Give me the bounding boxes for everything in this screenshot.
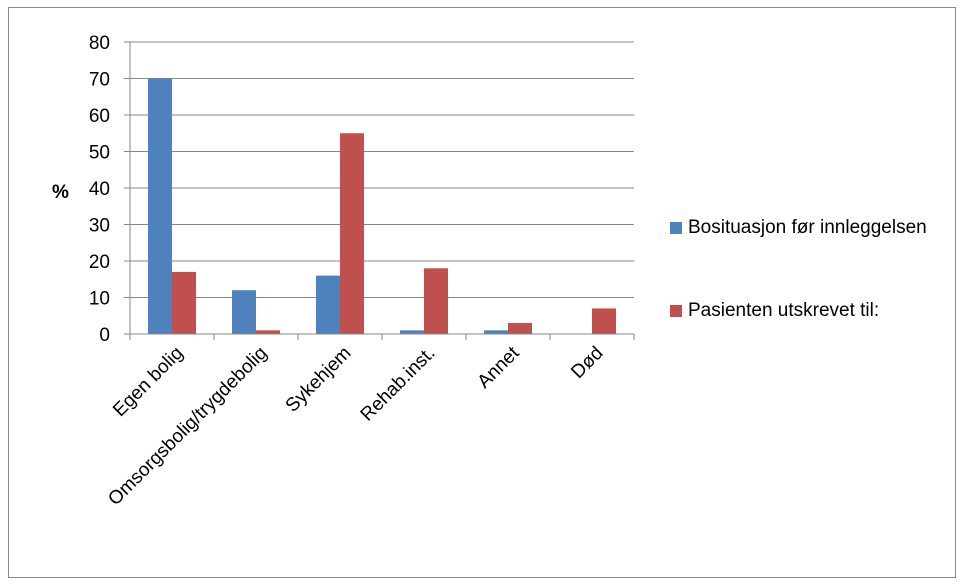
bar-series-2-0 (172, 271, 196, 334)
y-tick-labels: 0 10 20 30 40 50 60 70 80 (89, 33, 110, 346)
y-tick-label: 80 (89, 33, 110, 54)
x-tick-label: Annet (474, 342, 524, 392)
y-tick-label: 70 (89, 70, 110, 91)
bar-series-2-4 (508, 323, 532, 334)
y-axis-label: % (52, 182, 69, 203)
legend-item-series-1: Bosituasjon før innleggelsen (670, 212, 938, 244)
x-tick-label: Omsorgsbolig/trygdebolig (104, 343, 271, 510)
legend-item-series-2: Pasienten utskrevet til: (670, 295, 938, 327)
bar-series-1-4 (484, 330, 508, 334)
bar-series-1-1 (232, 290, 256, 334)
y-tick-label: 40 (89, 179, 110, 200)
bar-series-2-5 (592, 308, 616, 334)
x-tick-label: Død (567, 343, 607, 383)
y-tick-label: 30 (89, 216, 110, 237)
bar-series-2-1 (256, 330, 280, 334)
legend-label-series-2: Pasienten utskrevet til: (688, 300, 880, 321)
y-tick-label: 50 (89, 143, 110, 164)
y-tick-label: 10 (89, 289, 110, 310)
y-tick-label: 60 (89, 106, 110, 127)
bar-series-2-3 (424, 268, 448, 334)
x-tick-label: Egen bolig (109, 343, 187, 421)
legend-swatch-series-1 (670, 222, 682, 234)
bar-series-2-2 (340, 133, 364, 334)
x-tick-label: Rehab.inst. (357, 343, 440, 426)
y-tick-label: 0 (99, 325, 110, 346)
bar-series-1-2 (316, 275, 340, 334)
bars (148, 78, 616, 334)
bar-series-1-3 (400, 330, 424, 334)
bar-series-1-0 (148, 78, 172, 334)
legend-label-series-1: Bosituasjon før innleggelsen (688, 217, 927, 238)
legend-swatch-series-2 (670, 305, 682, 317)
x-tick-label: Sykehjem (282, 343, 356, 417)
axes (124, 41, 635, 340)
y-tick-label: 20 (89, 252, 110, 273)
gridlines (130, 41, 634, 298)
